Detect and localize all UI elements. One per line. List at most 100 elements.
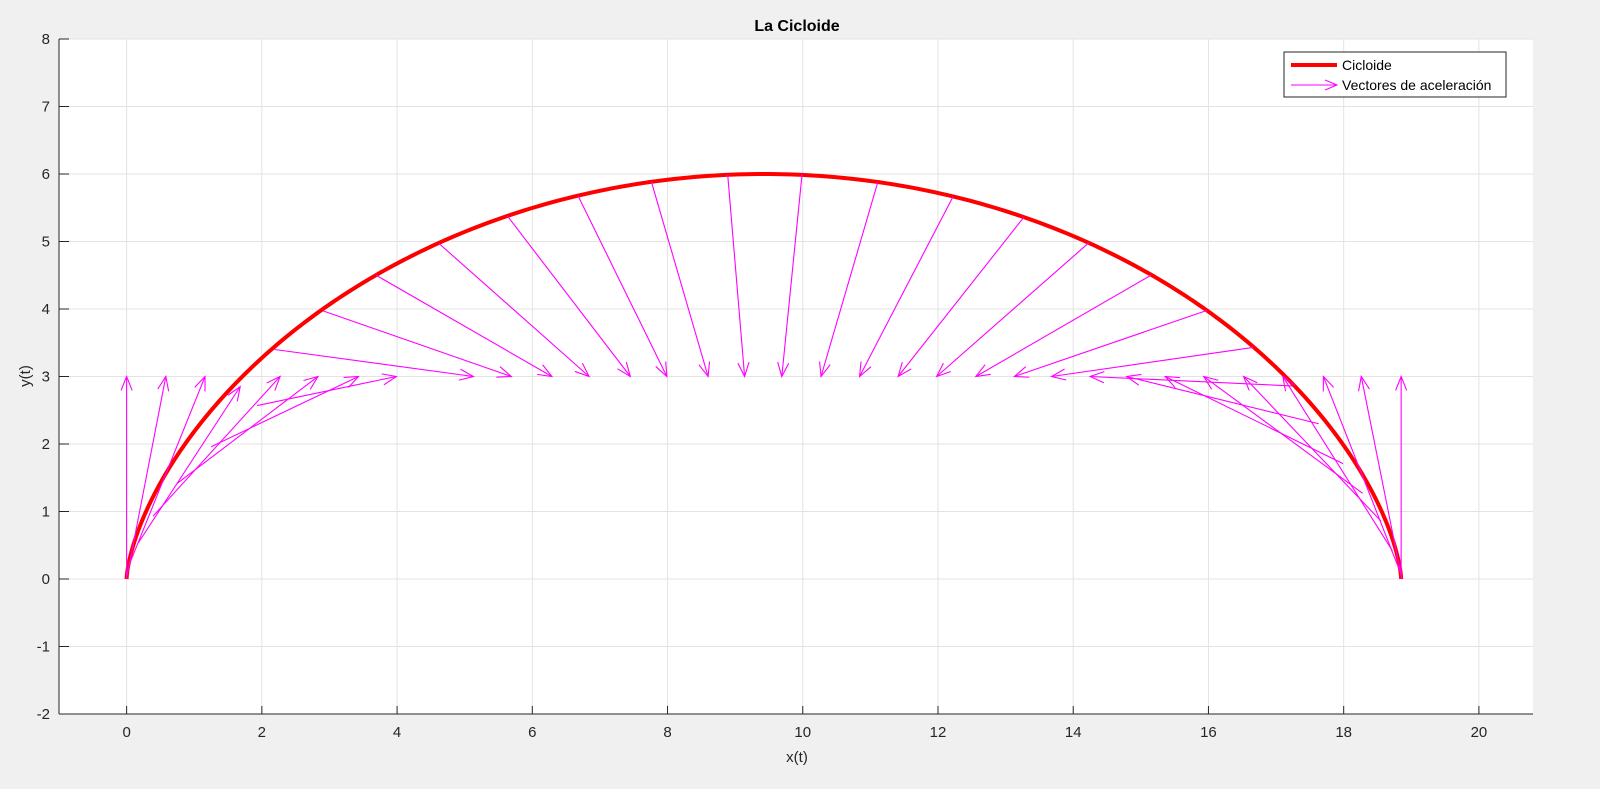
acceleration-vector — [152, 375, 282, 517]
acceleration-vector — [210, 375, 360, 448]
acceleration-vector-shaft — [577, 196, 668, 377]
acceleration-vector-shaft — [1051, 346, 1254, 378]
acceleration-vector-head — [819, 361, 831, 378]
acceleration-vector-head — [343, 375, 360, 388]
acceleration-vector-head — [574, 362, 591, 378]
acceleration-vector — [819, 181, 879, 378]
acceleration-vector-shaft — [176, 376, 319, 485]
acceleration-vector-head — [194, 375, 206, 392]
y-tick-label: 0 — [42, 571, 50, 588]
acceleration-vector — [897, 216, 1025, 378]
acceleration-vector-shaft — [1126, 375, 1319, 425]
acceleration-vector-shaft — [1322, 376, 1401, 572]
acceleration-vector-shaft — [1090, 375, 1293, 387]
acceleration-vector-shaft — [1014, 309, 1208, 378]
acceleration-vector-shaft — [323, 310, 512, 378]
acceleration-vector-head — [536, 364, 554, 378]
y-tick-label: 8 — [42, 31, 50, 48]
acceleration-vector-shaft — [137, 386, 241, 544]
acceleration-vector — [1322, 375, 1401, 572]
x-tick-label: 6 — [528, 724, 536, 741]
acceleration-vector — [1012, 309, 1208, 378]
acceleration-vector-shaft — [650, 181, 709, 377]
x-tick-label: 0 — [122, 724, 130, 741]
acceleration-vector-head — [655, 361, 668, 378]
acceleration-vector — [176, 375, 320, 485]
y-tick-label: -2 — [37, 706, 50, 723]
y-tick-label: 2 — [42, 436, 50, 453]
acceleration-vector-head — [381, 373, 398, 386]
acceleration-vector-head — [1395, 375, 1408, 391]
acceleration-vector-head — [1242, 375, 1258, 391]
acceleration-vector — [650, 181, 711, 378]
x-tick-label: 10 — [794, 724, 811, 741]
grid-lines — [59, 38, 1533, 715]
x-tick-label: 8 — [663, 724, 671, 741]
y-tick-label: 7 — [42, 99, 50, 116]
acceleration-vector-head — [1282, 375, 1296, 392]
legend-box — [1283, 51, 1507, 98]
acceleration-vector — [1050, 346, 1254, 381]
cicloide-curve — [124, 172, 1404, 581]
acceleration-vector-head — [698, 361, 711, 378]
acceleration-vector-head — [974, 364, 991, 378]
x-axis-label: x(t) — [786, 749, 808, 766]
acceleration-vector-shaft — [1360, 376, 1402, 576]
acceleration-vector-head — [935, 362, 951, 378]
acceleration-vector-head — [458, 368, 475, 381]
acceleration-vector-head — [737, 361, 750, 378]
acceleration-vector — [974, 274, 1152, 378]
y-tick-label: 6 — [42, 166, 50, 183]
acceleration-vector-head — [897, 361, 912, 378]
acceleration-vector — [577, 196, 668, 378]
legend-label-cicloide: Cicloide — [1342, 57, 1392, 73]
acceleration-vector-head — [120, 375, 133, 391]
acceleration-vector-shaft — [126, 376, 167, 576]
acceleration-vector-shaft — [375, 274, 553, 377]
acceleration-vector-shaft — [859, 196, 954, 377]
acceleration-vector-shaft — [210, 376, 359, 448]
legend[interactable]: Cicloide Vectores de aceleración — [1283, 51, 1507, 98]
acceleration-vector — [727, 174, 750, 378]
y-tick-label: -1 — [37, 639, 50, 656]
acceleration-vector-shaft — [975, 274, 1152, 377]
x-tick-label: 4 — [393, 724, 401, 741]
acceleration-vector-head — [1012, 366, 1030, 378]
acceleration-vector-head — [1322, 375, 1335, 392]
acceleration-vector-head — [1050, 368, 1067, 381]
acceleration-vector-shaft — [727, 174, 746, 377]
acceleration-vector — [274, 348, 475, 381]
acceleration-vector-head — [1202, 375, 1219, 390]
x-tick-label: 12 — [930, 724, 947, 741]
acceleration-vector-shaft — [897, 216, 1025, 377]
acceleration-vector-shaft — [506, 215, 631, 377]
acceleration-vector-shaft — [781, 173, 803, 377]
chart-title: La Cicloide — [754, 18, 839, 35]
legend-label-vectores: Vectores de aceleración — [1342, 77, 1491, 93]
y-tick-label: 1 — [42, 504, 50, 521]
acceleration-vector — [1163, 375, 1344, 465]
acceleration-vector-head — [266, 375, 282, 391]
quiver-layer — [120, 173, 1408, 579]
acceleration-vector-head — [617, 361, 632, 378]
acceleration-vector-head — [1357, 375, 1370, 392]
acceleration-vector — [1395, 375, 1408, 579]
acceleration-vector — [1125, 373, 1319, 425]
acceleration-vector-head — [303, 375, 320, 390]
acceleration-vector-head — [777, 361, 790, 378]
y-axis-label: y(t) — [17, 365, 34, 387]
curve-layer — [124, 172, 1404, 581]
acceleration-vector — [935, 242, 1090, 378]
acceleration-vector — [129, 375, 206, 564]
legend-swatch-vectores-head — [1324, 79, 1339, 91]
acceleration-vector — [1357, 375, 1402, 576]
acceleration-vector-head — [496, 366, 513, 378]
acceleration-vector-head — [227, 385, 242, 402]
acceleration-vector — [120, 375, 133, 579]
y-tick-label: 4 — [42, 301, 50, 318]
acceleration-vector-shaft — [438, 243, 590, 377]
acceleration-vector — [1282, 375, 1393, 551]
